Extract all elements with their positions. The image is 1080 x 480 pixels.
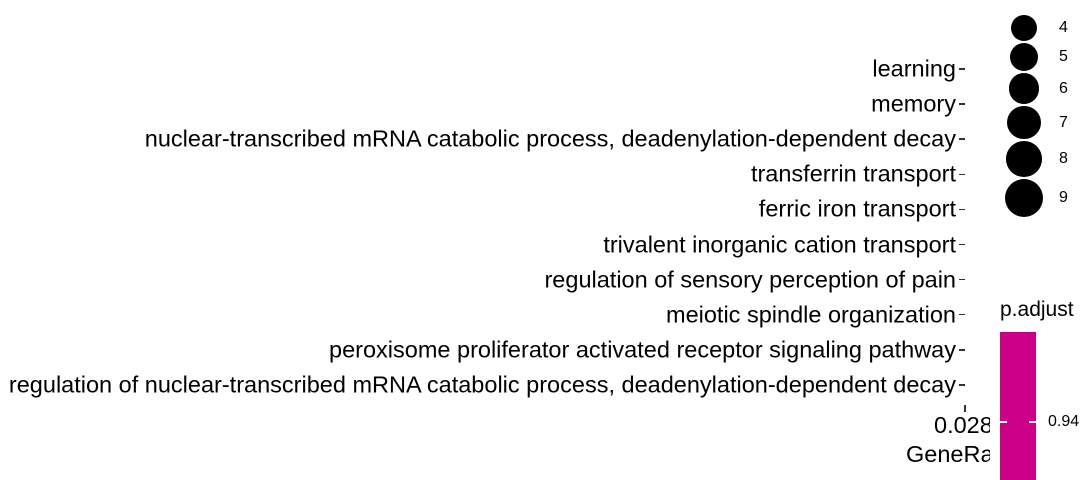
color-bar-tick-left: [1000, 421, 1007, 423]
size-legend-label: 9: [1059, 189, 1068, 206]
size-legend-label: 7: [1059, 113, 1068, 131]
y-axis-tick: [959, 173, 965, 176]
y-axis-term-label: memory: [871, 90, 956, 117]
x-axis-tick: [964, 405, 966, 412]
y-axis-tick: [959, 208, 965, 211]
y-axis-tick: [959, 313, 965, 316]
y-axis-term-label: nuclear-transcribed mRNA catabolic proce…: [144, 125, 956, 152]
size-legend-label: 4: [1059, 19, 1068, 36]
y-axis-tick: [959, 243, 965, 246]
y-axis-term-label: regulation of sensory perception of pain: [544, 265, 956, 292]
size-legend-dot: [1009, 43, 1039, 72]
size-legend-label: 6: [1059, 79, 1068, 97]
size-legend-label: 8: [1059, 150, 1068, 168]
y-axis-term-label: meiotic spindle organization: [666, 300, 956, 327]
size-legend-dot: [1011, 15, 1037, 41]
y-axis-tick: [959, 138, 965, 140]
size-legend-label: 5: [1059, 48, 1068, 66]
x-tick-label: 0.028: [934, 412, 993, 438]
y-axis-term-label: learning: [872, 55, 956, 82]
y-axis-term-label: regulation of nuclear-transcribed mRNA c…: [8, 371, 956, 398]
y-axis-term-label: transferrin transport: [750, 160, 956, 187]
y-axis-term-label: peroxisome proliferator activated recept…: [329, 336, 956, 363]
color-bar-tick-right: [1029, 421, 1036, 423]
y-axis-term-label: ferric iron transport: [758, 195, 956, 222]
y-axis-tick: [959, 68, 965, 70]
size-legend-dot: [1005, 179, 1043, 217]
y-axis-tick: [959, 384, 965, 386]
panel-clip: [990, 400, 1000, 480]
y-axis-tick: [959, 278, 965, 281]
size-legend-dot: [1006, 141, 1042, 177]
color-bar-tick-label: 0.94: [1048, 413, 1080, 430]
color-bar: [1000, 332, 1036, 480]
y-axis-tick: [959, 103, 965, 105]
size-legend-dot: [1008, 73, 1040, 105]
y-axis-term-label: trivalent inorganic cation transport: [603, 230, 956, 257]
size-legend-dot: [1007, 106, 1041, 140]
y-axis-tick: [959, 349, 965, 351]
color-legend-title: p.adjust: [1000, 298, 1074, 321]
size-legend: 4 5 6 7 8 9: [1000, 0, 1080, 260]
